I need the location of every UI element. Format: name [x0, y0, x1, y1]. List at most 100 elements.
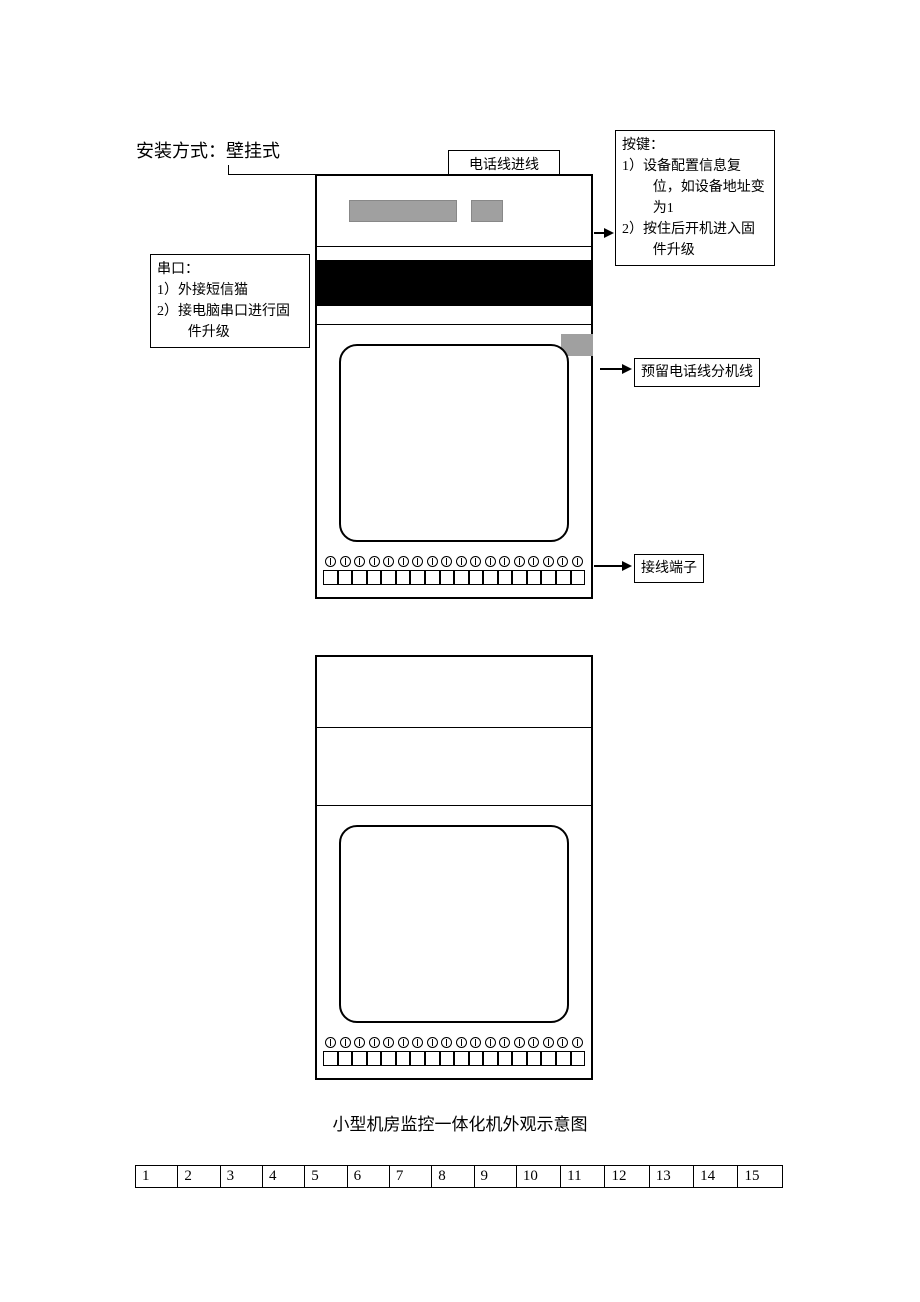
screw [325, 1037, 336, 1048]
screw-row-1 [325, 554, 583, 568]
serial-item-1: 1）外接短信猫 [157, 280, 303, 301]
screw [340, 556, 351, 567]
serial-item-2: 2）接电脑串口进行固件升级 [157, 301, 303, 343]
screw [557, 556, 568, 567]
table-cell: 15 [738, 1166, 783, 1188]
table-cell: 1 [136, 1166, 178, 1188]
screw [499, 556, 510, 567]
caption: 小型机房监控一体化机外观示意图 [315, 1110, 605, 1135]
terminal-block-2 [323, 1051, 585, 1066]
table-cell: 6 [347, 1166, 389, 1188]
table-cell: 13 [649, 1166, 693, 1188]
table-cell: 8 [432, 1166, 474, 1188]
mid-divider-2 [317, 805, 591, 806]
terminal-cell [323, 571, 338, 584]
screw [398, 556, 409, 567]
device-top [315, 174, 593, 599]
table-cell: 10 [516, 1166, 560, 1188]
button-arrow-head [604, 228, 614, 238]
terminal-cell [367, 571, 382, 584]
screw [383, 1037, 394, 1048]
terminal-cell [410, 571, 425, 584]
screw [543, 1037, 554, 1048]
terminal-cell [338, 571, 353, 584]
display-divider [317, 324, 591, 325]
screw [514, 556, 525, 567]
screw [456, 1037, 467, 1048]
terminal-cell [469, 571, 484, 584]
terminal-cell [352, 1052, 367, 1065]
screw [528, 1037, 539, 1048]
screw [354, 1037, 365, 1048]
screw [441, 556, 452, 567]
serial-box: 串口： 1）外接短信猫 2）接电脑串口进行固件升级 [150, 254, 310, 348]
terminal-cell [367, 1052, 382, 1065]
terminal-cell [571, 571, 586, 584]
terminal-cell [541, 571, 556, 584]
screw-row-2 [325, 1035, 583, 1049]
terminal-cell [454, 1052, 469, 1065]
terminal-cell [527, 1052, 542, 1065]
terminal-cell [381, 1052, 396, 1065]
terminal-text: 接线端子 [641, 561, 697, 576]
screw [369, 556, 380, 567]
terminal-cell [571, 1052, 586, 1065]
ext-arrow-shaft [600, 368, 624, 370]
table-row: 1 2 3 4 5 6 7 8 9 10 11 12 13 14 15 [136, 1166, 783, 1188]
serial-title: 串口： [157, 259, 303, 280]
terminal-cell [498, 571, 513, 584]
install-label: 安装方式：壁挂式 [136, 138, 280, 165]
terminal-cell [512, 1052, 527, 1065]
terminal-cell [483, 571, 498, 584]
screw [427, 1037, 438, 1048]
table-cell: 2 [178, 1166, 220, 1188]
terminal-cell [323, 1052, 338, 1065]
terminal-cell [512, 571, 527, 584]
screw [485, 1037, 496, 1048]
terminal-cell [454, 571, 469, 584]
screw [514, 1037, 525, 1048]
terminal-cell [410, 1052, 425, 1065]
screw [325, 556, 336, 567]
table-cell: 11 [561, 1166, 605, 1188]
terminal-cell [440, 1052, 455, 1065]
screw [412, 1037, 423, 1048]
terminal-cell [498, 1052, 513, 1065]
screw [369, 1037, 380, 1048]
top-slot-narrow [471, 200, 503, 222]
table-cell: 14 [694, 1166, 738, 1188]
button-item-1: 1）设备配置信息复位，如设备地址变为1 [622, 156, 768, 219]
terminal-cell [556, 1052, 571, 1065]
number-table: 1 2 3 4 5 6 7 8 9 10 11 12 13 14 15 [135, 1165, 783, 1188]
table-cell: 9 [474, 1166, 516, 1188]
screw [557, 1037, 568, 1048]
inner-frame-1 [339, 344, 569, 542]
terminal-cell [469, 1052, 484, 1065]
screw [543, 556, 554, 567]
inner-frame-2 [339, 825, 569, 1023]
screw [470, 556, 481, 567]
screw [572, 556, 583, 567]
terminal-arrow-shaft [594, 565, 624, 567]
terminal-arrow-head [622, 561, 632, 571]
screw [499, 1037, 510, 1048]
screw [572, 1037, 583, 1048]
device-bottom [315, 655, 593, 1080]
button-box: 按键： 1）设备配置信息复位，如设备地址变为1 2）按住后开机进入固件升级 [615, 130, 775, 266]
screw [398, 1037, 409, 1048]
button-item-2: 2）按住后开机进入固件升级 [622, 219, 768, 261]
table-cell: 4 [262, 1166, 304, 1188]
screw [456, 556, 467, 567]
screw [528, 556, 539, 567]
button-title: 按键： [622, 135, 768, 156]
terminal-cell [425, 1052, 440, 1065]
terminal-cell [425, 571, 440, 584]
terminal-cell [556, 571, 571, 584]
phone-in-text: 电话线进线 [469, 158, 539, 173]
terminal-cell [483, 1052, 498, 1065]
terminal-cell [352, 571, 367, 584]
screw [470, 1037, 481, 1048]
top-divider [317, 246, 591, 247]
screw [354, 556, 365, 567]
screw [412, 556, 423, 567]
